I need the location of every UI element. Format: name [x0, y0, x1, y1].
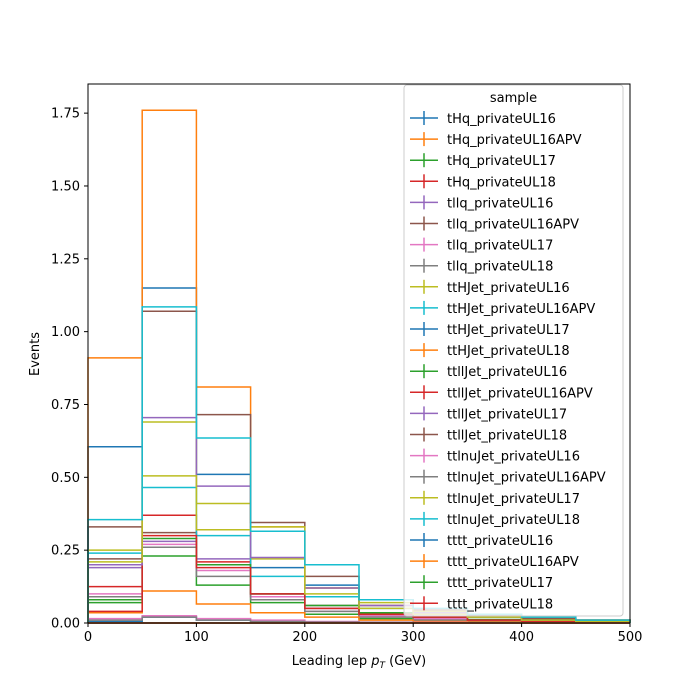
legend-label: ttHJet_privateUL16APV	[447, 302, 595, 317]
y-axis-label: Events	[28, 332, 43, 376]
legend-entry: ttllJet_privateUL18	[410, 427, 567, 444]
legend-label: ttlnuJet_privateUL16APV	[447, 471, 606, 486]
x-tick-label: 300	[401, 630, 426, 645]
legend-entry: ttHJet_privateUL17	[410, 322, 570, 338]
legend-label: ttlnuJet_privateUL16	[447, 450, 580, 465]
legend-title: sample	[490, 91, 537, 106]
legend-entry: tHq_privateUL17	[410, 153, 556, 169]
legend-entry: tttt_privateUL16APV	[410, 554, 579, 570]
legend-label: tttt_privateUL16APV	[447, 555, 579, 570]
legend-label: tttt_privateUL17	[447, 576, 553, 591]
legend-label: tHq_privateUL18	[447, 175, 556, 190]
legend-entry: ttHJet_privateUL16APV	[410, 300, 595, 317]
legend-label: tHq_privateUL16APV	[447, 133, 582, 148]
legend: sample tHq_privateUL16 tHq_privateUL16APVt…	[403, 84, 624, 617]
legend-label: ttHJet_privateUL17	[447, 323, 570, 338]
legend-entry: ttlnuJet_privateUL16APV	[410, 469, 606, 486]
legend-entry: ttlnuJet_privateUL16	[410, 448, 580, 465]
legend-entry: ttllJet_privateUL17	[410, 406, 567, 422]
axes-frame	[87, 83, 631, 624]
y-tick-label: 0.75	[51, 398, 80, 413]
legend-entry: ttllJet_privateUL16	[410, 364, 567, 380]
legend-entry: ttHJet_privateUL16	[410, 279, 570, 296]
legend-label: tllq_privateUL17	[447, 239, 553, 254]
y-tick-label: 0.25	[51, 544, 80, 559]
legend-label: ttllJet_privateUL18	[447, 429, 567, 444]
axes: 0 100 200 300 400 500 0.00 0.25 0.50 0.75 1.00 1.25…	[51, 83, 643, 645]
series-step-ttlnuJet_privateUL18	[87, 306, 631, 623]
legend-label: ttHJet_privateUL16	[447, 281, 570, 296]
x-tick-label: 200	[292, 630, 317, 645]
legend-label: tttt_privateUL18	[447, 597, 553, 612]
legend-label: ttlnuJet_privateUL17	[447, 492, 580, 507]
legend-label: tllq_privateUL18	[447, 260, 553, 275]
legend-entry: ttllJet_privateUL16APV	[410, 385, 593, 401]
legend-entry: tllq_privateUL17	[410, 237, 553, 254]
x-tick-label: 500	[618, 630, 643, 645]
series-step-ttllJet_privateUL16APV	[87, 534, 631, 623]
legend-label: ttHJet_privateUL18	[447, 344, 570, 359]
y-tick-label: 1.75	[51, 107, 80, 122]
legend-entry: tttt_privateUL18	[410, 596, 553, 612]
y-tick-label: 1.00	[51, 325, 80, 340]
legend-entry: ttHJet_privateUL18	[410, 343, 570, 359]
series-step-ttlnuJet_privateUL17	[87, 475, 631, 623]
legend-entry: ttlnuJet_privateUL18	[410, 511, 580, 528]
x-axis-label: Leading lep pT (GeV)	[292, 654, 426, 671]
y-tick-label: 0.00	[51, 617, 80, 632]
legend-entry: tttt_privateUL17	[410, 575, 553, 591]
x-tick-label: 100	[184, 630, 209, 645]
y-tick-label: 0.50	[51, 471, 80, 486]
legend-label: tttt_privateUL16	[447, 534, 553, 549]
y-tick-label: 1.50	[51, 179, 80, 194]
legend-label: ttllJet_privateUL16	[447, 365, 567, 380]
legend-box	[403, 84, 624, 617]
legend-entry: tHq_privateUL18	[410, 174, 556, 190]
legend-label: tHq_privateUL17	[447, 154, 556, 169]
legend-entry: tllq_privateUL18	[410, 258, 553, 275]
x-tick-label: 0	[84, 630, 92, 645]
legend-label: tHq_privateUL16	[447, 112, 556, 127]
legend-entry: tHq_privateUL16APV	[410, 132, 582, 148]
legend-label: ttllJet_privateUL17	[447, 407, 567, 422]
legend-label: tllq_privateUL16APV	[447, 218, 579, 233]
legend-entry: tllq_privateUL16APV	[410, 216, 579, 233]
x-tick-label: 400	[509, 630, 534, 645]
legend-entry: ttlnuJet_privateUL17	[410, 490, 580, 507]
legend-label: ttllJet_privateUL16APV	[447, 386, 593, 401]
legend-label: tllq_privateUL16	[447, 196, 553, 211]
legend-entry: tHq_privateUL16	[410, 111, 556, 127]
legend-label: ttlnuJet_privateUL18	[447, 513, 580, 528]
legend-entry: tttt_privateUL16	[410, 533, 553, 549]
y-tick-label: 1.25	[51, 252, 80, 267]
legend-entry: tllq_privateUL16	[410, 195, 553, 211]
